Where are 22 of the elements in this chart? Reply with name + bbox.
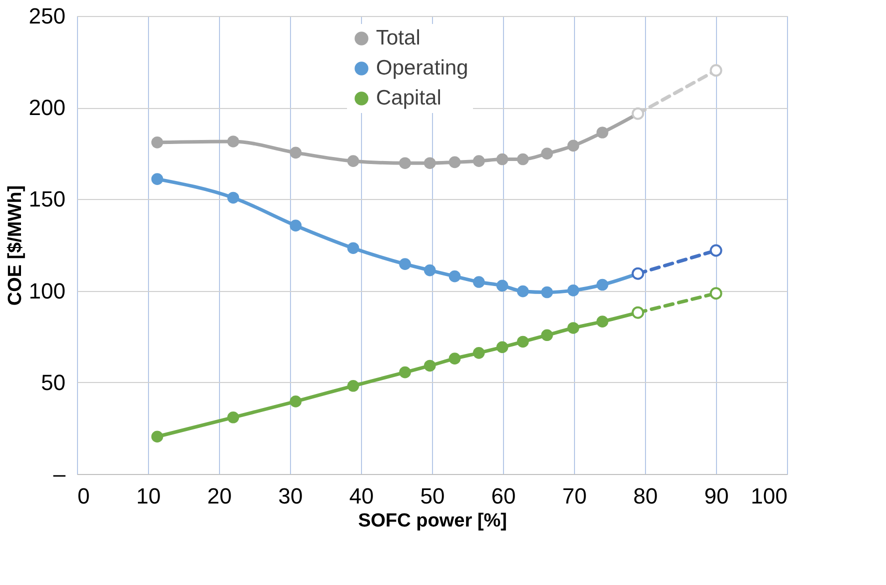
y-axis-title: COE [$/MWh] xyxy=(4,185,26,306)
x-tick-label: 0 xyxy=(78,484,90,508)
x-tick-label: 60 xyxy=(491,484,516,508)
x-tick-label: 30 xyxy=(278,484,303,508)
y-tick-label: 200 xyxy=(28,95,66,120)
y-tick-label: 50 xyxy=(41,370,66,395)
x-tick-label: 100 xyxy=(750,484,788,508)
y-tick-label: – xyxy=(53,462,66,486)
y-tick-label: 250 xyxy=(28,4,66,28)
x-tick-label: 10 xyxy=(136,484,161,508)
legend-label: Operating xyxy=(376,56,468,80)
legend-label: Capital xyxy=(376,86,442,110)
x-tick-label: 90 xyxy=(704,484,729,508)
y-tick-label: 150 xyxy=(28,186,66,212)
x-tick-label: 80 xyxy=(633,484,658,508)
x-tick-label: 70 xyxy=(562,484,587,508)
x-tick-label: 20 xyxy=(207,484,232,508)
x-axis-title: SOFC power [%] xyxy=(358,510,507,532)
x-tick-label: 40 xyxy=(349,484,374,508)
y-tick-label: 100 xyxy=(28,278,66,304)
x-tick-label: 50 xyxy=(420,484,445,508)
legend-label: Total xyxy=(376,26,420,50)
